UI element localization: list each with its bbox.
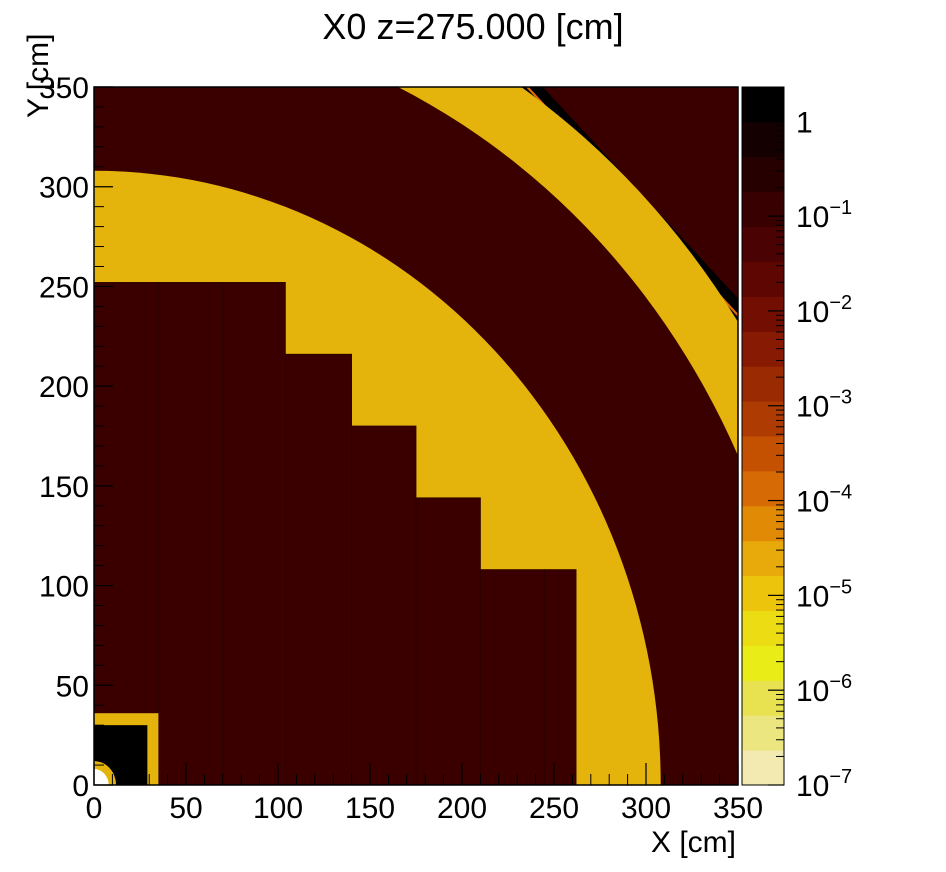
x-tick-label: 100: [253, 792, 303, 825]
stair-block-0: [94, 282, 159, 785]
stair-block-1: [157, 282, 224, 785]
palette-swatch: [742, 401, 784, 437]
x-tick-label: 350: [713, 792, 763, 825]
x-tick-label: 0: [86, 792, 103, 825]
palette-swatch: [742, 261, 784, 297]
region-ecal-staircase: [94, 282, 577, 785]
y-tick-label: 350: [39, 72, 89, 105]
stair-block-3: [284, 353, 352, 785]
region-beampipe-core: [94, 769, 109, 785]
z-tick-label: 10−7: [796, 766, 852, 803]
z-tick-label: 10−5: [796, 576, 852, 613]
palette-swatch: [742, 750, 784, 786]
y-tick-label: 300: [39, 172, 89, 205]
palette-swatch: [742, 156, 784, 193]
palette-swatch: [742, 610, 784, 646]
z-tick-label: 1: [796, 106, 813, 139]
chart-title: X0 z=275.000 [cm]: [322, 6, 624, 47]
stair-block-7: [544, 569, 577, 785]
color-palette: 1 10−1 10−2 10−3 10−4 10−5 10−6 10−7: [741, 86, 852, 803]
stair-block-2: [222, 282, 286, 785]
x-tick-label: 250: [529, 792, 579, 825]
palette-swatch: [742, 540, 784, 577]
stair-block-5: [415, 497, 481, 785]
z-tick-label: 10−2: [796, 292, 852, 329]
y-tick-label: 0: [72, 770, 89, 803]
palette-swatch: [742, 715, 784, 751]
palette-swatch: [742, 575, 784, 611]
x-tick-label: 50: [169, 792, 202, 825]
y-tick-label: 100: [39, 571, 89, 604]
x-axis-label: X [cm]: [650, 826, 736, 859]
stair-block-6: [479, 569, 546, 785]
palette-frame: [741, 86, 785, 786]
x-tick-label: 300: [621, 792, 671, 825]
x-tick-label: 150: [345, 792, 395, 825]
palette-swatch: [742, 191, 784, 228]
z-tick-label: 10−4: [796, 482, 852, 519]
palette-swatch: [742, 366, 784, 402]
y-tick-label: 250: [39, 271, 89, 304]
y-tick-label: 50: [56, 670, 89, 703]
palette-swatch: [742, 436, 784, 472]
palette-swatch: [742, 505, 784, 542]
palette-swatch: [742, 121, 784, 158]
palette-swatch: [742, 645, 784, 681]
palette-swatch: [742, 296, 784, 332]
y-tick-label: 200: [39, 371, 89, 404]
z-tick-label: 10−6: [796, 671, 852, 708]
z-tick-label: 10−1: [796, 197, 852, 234]
palette-swatch: [742, 680, 784, 716]
y-tick-label: 150: [39, 471, 89, 504]
stair-block-4: [351, 425, 417, 785]
z-tick-label: 10−3: [796, 387, 852, 424]
heatmap-layer: [94, 87, 738, 785]
x-tick-label: 200: [437, 792, 487, 825]
axes-layer: 0 50 100 150 200 250 300 350 0 50 100 150 200 250 300 3…: [39, 72, 763, 825]
plot-frame: [93, 86, 739, 786]
